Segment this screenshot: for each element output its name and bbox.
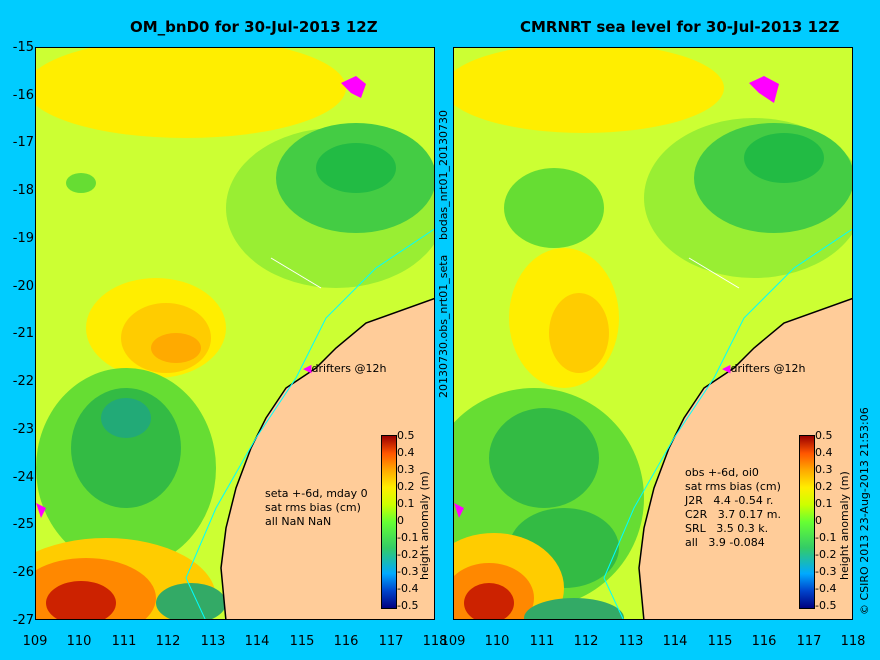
side-text-bottom: 20130730.obs_nrt01_seta bbox=[437, 254, 450, 398]
right-map-canvas bbox=[454, 48, 852, 619]
left-drifters-label: ◀drifters @12h bbox=[303, 362, 387, 375]
right-stats: obs +-6d, oi0 sat rms bias (cm) J2R 4.4 -0… bbox=[685, 466, 782, 549]
right-colorbar-title: height anomaly (m) bbox=[838, 471, 851, 580]
left-colorbar bbox=[381, 435, 397, 609]
drifter-arrow-icon: ◀ bbox=[303, 362, 312, 375]
right-map-title: CMRNRT sea level for 30-Jul-2013 12Z bbox=[520, 18, 840, 36]
left-map[interactable] bbox=[35, 47, 435, 620]
credit-text: © CSIRO 2013 23-Aug-2013 21:53:06 bbox=[858, 407, 871, 615]
left-map-canvas bbox=[36, 48, 434, 619]
side-text-top: bodas_nrt01_20130730 bbox=[437, 110, 450, 240]
left-map-title: OM_bnD0 for 30-Jul-2013 12Z bbox=[130, 18, 378, 36]
right-colorbar bbox=[799, 435, 815, 609]
right-map[interactable] bbox=[453, 47, 853, 620]
drifter-arrow-icon: ◀ bbox=[722, 362, 731, 375]
right-drifters-label: ◀drifters @12h bbox=[722, 362, 806, 375]
left-colorbar-title: height anomaly (m) bbox=[418, 471, 431, 580]
left-stats: seta +-6d, mday 0 sat rms bias (cm) all Na… bbox=[265, 487, 368, 528]
